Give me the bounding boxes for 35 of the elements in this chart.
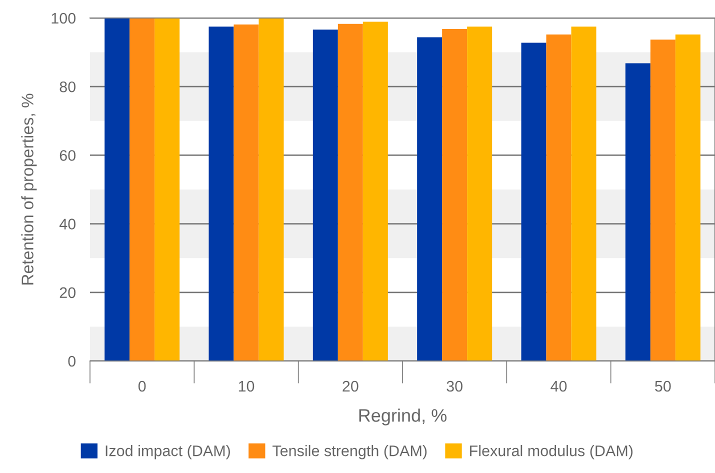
bar <box>234 24 259 361</box>
x-tick-label: 50 <box>655 380 671 392</box>
x-tick-label: 20 <box>342 380 358 392</box>
bar <box>154 18 180 361</box>
y-tick-label: 80 <box>60 81 76 92</box>
bar <box>546 34 572 361</box>
bar <box>208 26 234 361</box>
bar <box>571 26 596 361</box>
bar <box>338 24 363 361</box>
legend-label: Tensile strength (DAM) <box>272 445 427 460</box>
y-tick-label: 0 <box>68 356 76 367</box>
bar <box>675 34 700 361</box>
x-tick-label: 30 <box>446 380 462 392</box>
legend-label: Flexural modulus (DAM) <box>470 445 633 460</box>
y-tick-label: 60 <box>60 150 76 161</box>
bar <box>650 40 676 361</box>
bar <box>417 37 442 361</box>
bar <box>467 26 492 361</box>
x-tick-label: 40 <box>550 380 567 392</box>
bar <box>312 30 338 361</box>
y-tick-label: 100 <box>52 12 76 24</box>
x-tick-label: 10 <box>238 380 254 392</box>
bar <box>625 63 650 361</box>
bar <box>362 22 388 361</box>
bar <box>258 18 284 361</box>
legend-label: Izod impact (DAM) <box>106 445 230 460</box>
y-tick-label: 40 <box>59 218 76 230</box>
bar <box>130 18 155 361</box>
x-axis-title: Regrind, % <box>359 408 447 426</box>
bar <box>521 42 546 361</box>
y-tick-label: 20 <box>60 287 76 298</box>
bar <box>442 28 468 361</box>
x-tick-label: 0 <box>138 380 146 392</box>
y-axis-title: Retention of properties, % <box>21 94 37 284</box>
bar <box>104 18 130 361</box>
